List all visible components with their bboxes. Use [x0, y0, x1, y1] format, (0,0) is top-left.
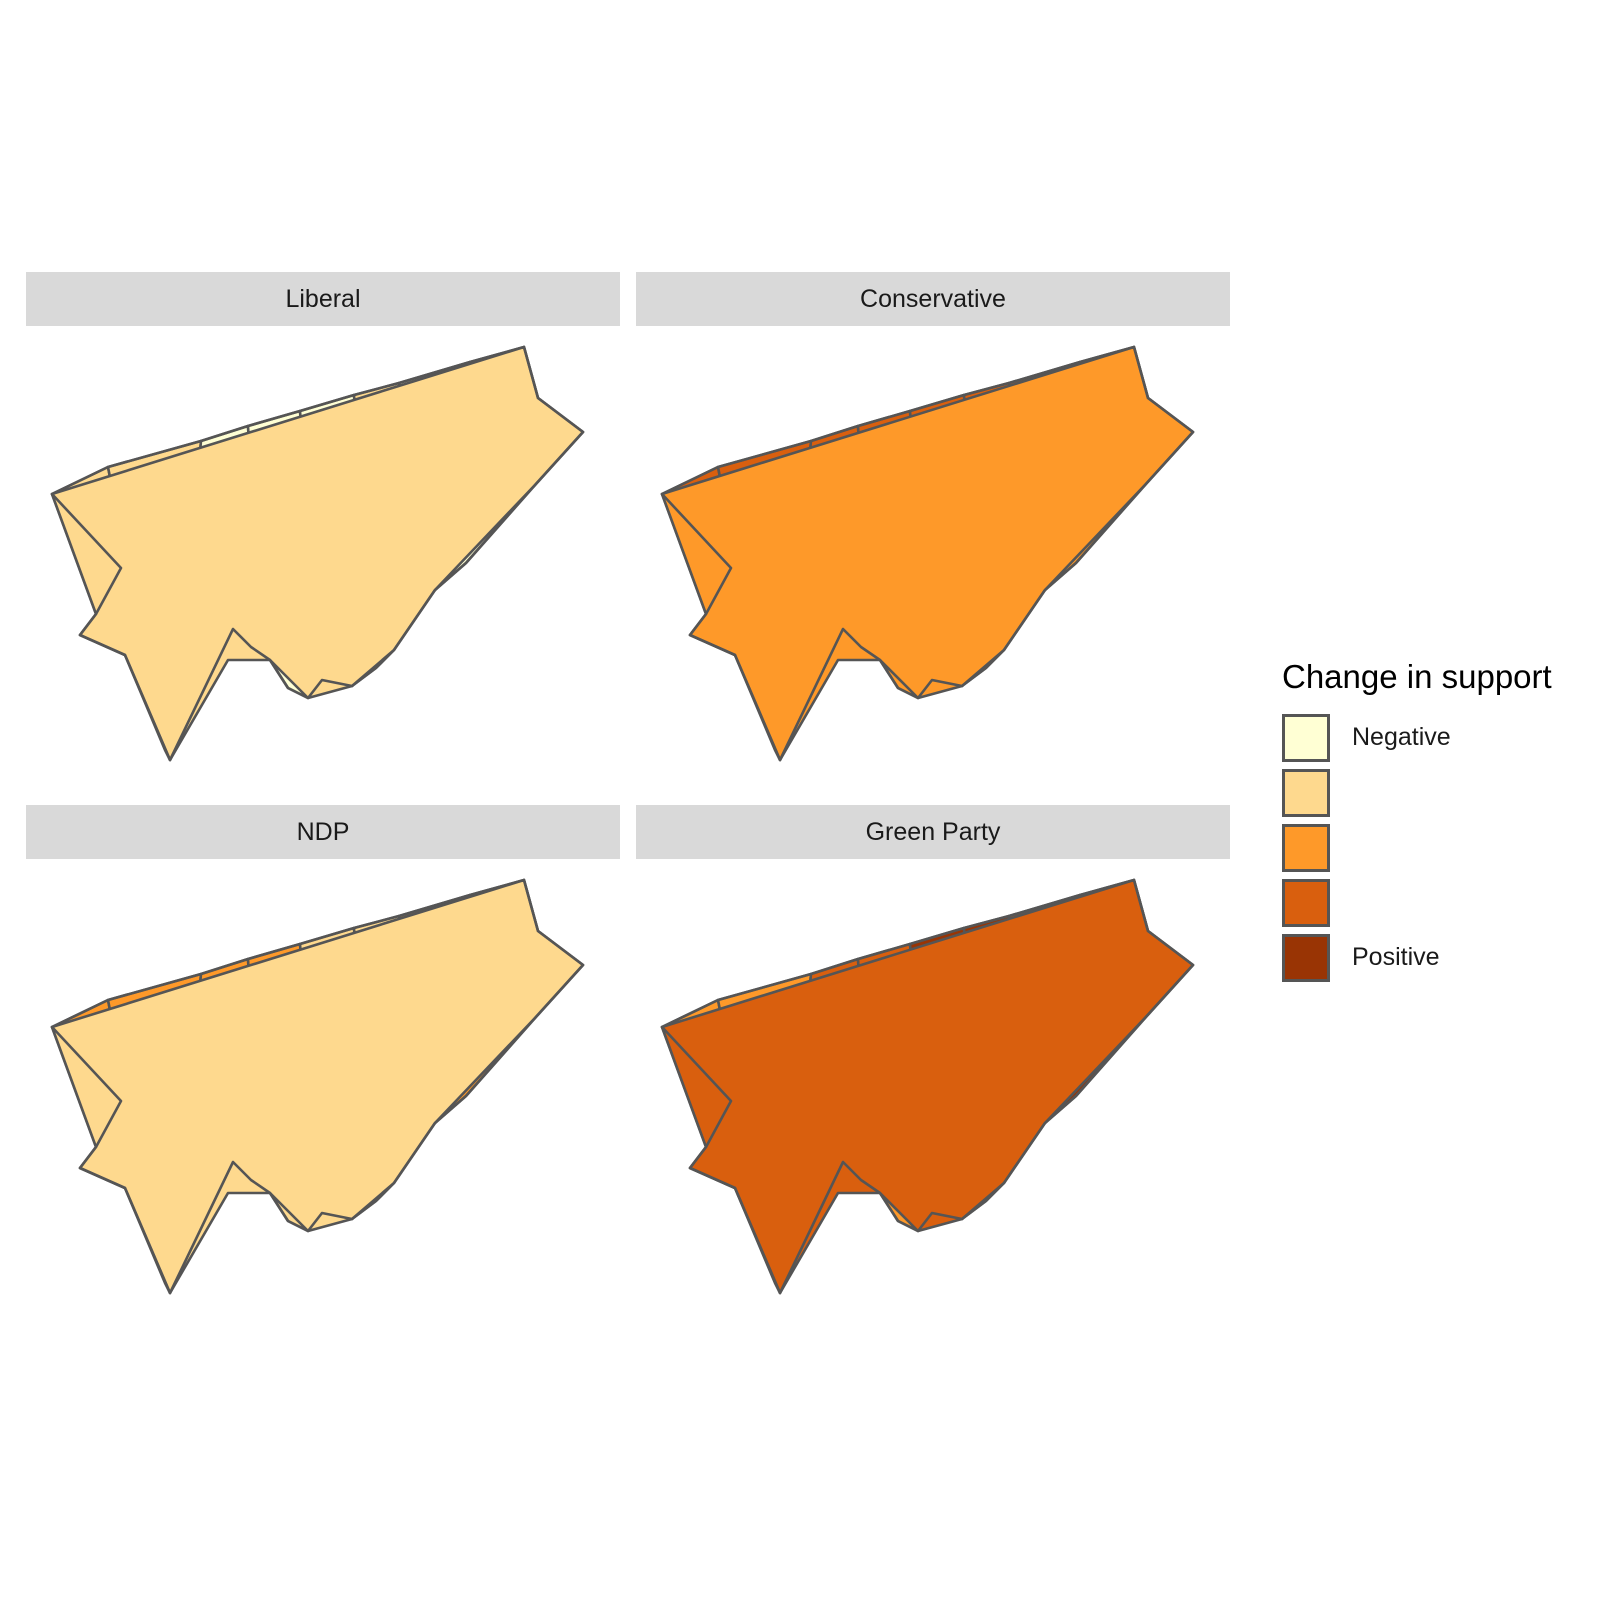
legend-key-swatch	[1282, 768, 1330, 817]
legend-key-swatch	[1282, 933, 1330, 982]
legend-key-swatch	[1282, 878, 1330, 927]
legend-item	[1282, 875, 1552, 930]
legend-label: Negative	[1352, 723, 1451, 751]
legend-item: Negative	[1282, 710, 1552, 765]
legend-item	[1282, 765, 1552, 820]
map-panel-ndp	[50, 878, 585, 1295]
city-border	[50, 345, 585, 762]
map-panel-green-party	[660, 878, 1195, 1295]
facet-title-conservative: Conservative	[636, 272, 1230, 326]
legend: Change in support Negative Positive	[1282, 658, 1552, 985]
city-border	[50, 878, 585, 1295]
legend-item	[1282, 820, 1552, 875]
legend-key-swatch	[1282, 823, 1330, 872]
legend-key-swatch	[1282, 713, 1330, 762]
legend-item: Positive	[1282, 930, 1552, 985]
legend-title: Change in support	[1282, 658, 1552, 695]
legend-label: Positive	[1352, 943, 1440, 971]
facet-title-ndp: NDP	[26, 805, 620, 859]
facet-title-liberal: Liberal	[26, 272, 620, 326]
facet-title-green-party: Green Party	[636, 805, 1230, 859]
map-panel-conservative	[660, 345, 1195, 762]
map-panel-liberal	[50, 345, 585, 762]
city-border	[660, 878, 1195, 1295]
city-border	[660, 345, 1195, 762]
